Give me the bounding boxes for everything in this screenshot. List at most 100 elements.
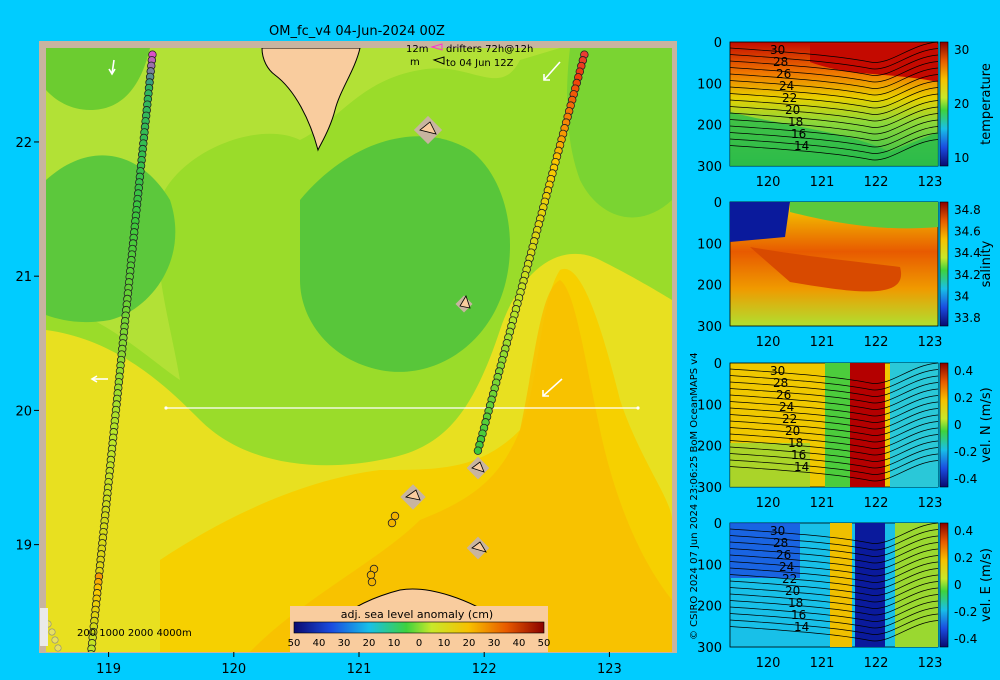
drifter-point	[87, 656, 95, 664]
colorbar-tick: -0.2	[954, 605, 977, 619]
contour-label: 28	[773, 55, 788, 69]
panel-x-tick: 120	[756, 335, 781, 350]
panel-x-tick: 120	[756, 175, 781, 190]
colorbar-tick: 10	[954, 151, 969, 165]
contour-lines	[729, 522, 939, 642]
colorbar-tick: 34.6	[954, 225, 981, 239]
panel-x-tick: 121	[810, 335, 835, 350]
colorbar-tick: 30	[488, 638, 501, 649]
drifter-legend: 12m drifters 72h@12h m to 04 Jun 12Z	[406, 43, 533, 69]
panel-y-tick: 0	[714, 517, 722, 532]
map-x-tick: 120	[221, 662, 246, 677]
map-x-tick: 123	[597, 662, 622, 677]
colorbar-tick: 34.8	[954, 203, 981, 217]
panel-x-tick: 122	[864, 175, 889, 190]
sea-level-field	[46, 48, 672, 670]
panel-x-tick: 121	[810, 656, 835, 671]
panel-x-tick: 123	[918, 175, 943, 190]
panel-y-tick: 300	[697, 481, 722, 496]
panel-ylabel: vel. E (m/s)	[979, 548, 994, 622]
colorbar-tick: 30	[954, 43, 969, 57]
colorbar-tick: 20	[363, 638, 376, 649]
contour-label: 22	[782, 572, 797, 586]
colorbar-tick: -0.2	[954, 445, 977, 459]
panel-colorbar	[939, 362, 949, 488]
depth-legend-text: 200 1000 2000 4000m	[77, 628, 192, 639]
contour-label: 18	[788, 596, 803, 610]
drifter-point	[86, 662, 94, 670]
drifter-point	[48, 628, 56, 636]
colorbar-tick: 40	[313, 638, 326, 649]
contour-lines	[729, 362, 939, 482]
panel-colorbar	[939, 201, 949, 327]
contour-label: 24	[779, 560, 794, 574]
legend-until: to 04 Jun 12Z	[446, 58, 514, 69]
panel-ylabel: vel. N (m/s)	[979, 387, 994, 462]
colorbar-tick: 0	[416, 638, 422, 649]
sea-level-colorbar: adj. sea level anomaly (cm) 50 40 30 20 10 0 1…	[288, 606, 550, 652]
colorbar-tick: 10	[388, 638, 401, 649]
panel-y-tick: 200	[697, 279, 722, 294]
panel-colorbar	[939, 41, 949, 167]
colorbar-tick: 0.2	[954, 551, 973, 565]
drifter-point	[387, 518, 397, 528]
map-y-tick: 20	[15, 404, 32, 419]
panel-y-tick: 0	[714, 36, 722, 51]
contour-label: 24	[779, 79, 794, 93]
drifter-point	[54, 644, 62, 652]
colorbar-tick: 0	[954, 418, 962, 432]
panel-x-tick: 122	[864, 335, 889, 350]
drifter-point	[366, 570, 376, 580]
panel-x-tick: 120	[756, 496, 781, 511]
panel-ylabel: salinity	[979, 240, 994, 287]
panel-y-tick: 300	[697, 320, 722, 335]
panel-y-tick: 0	[714, 357, 722, 372]
contour-label: 20	[785, 424, 800, 438]
panel-y-tick: 300	[697, 641, 722, 656]
contour-label: 22	[782, 91, 797, 105]
map-x-tick: 122	[472, 662, 497, 677]
panel-y-tick: 0	[714, 196, 722, 211]
contour-label: 20	[785, 103, 800, 117]
contour-label: 16	[791, 127, 806, 141]
contour-label: 28	[773, 376, 788, 390]
colorbar-tick: 0.2	[954, 391, 973, 405]
colorbar-tick: -0.4	[954, 472, 977, 486]
contour-label: 16	[791, 608, 806, 622]
contour-label: 18	[788, 436, 803, 450]
contour-label: 14	[794, 139, 809, 153]
contour-label: 30	[770, 364, 785, 378]
map-y-tick: 21	[15, 270, 32, 285]
map-x-tick: 119	[96, 662, 121, 677]
colorbar-tick: 33.8	[954, 311, 981, 325]
panel-x-tick: 121	[810, 175, 835, 190]
map-y-tick: 19	[15, 539, 32, 554]
map-x-tick: 121	[347, 662, 372, 677]
legend-drifters: drifters 72h@12h	[446, 44, 533, 55]
map-panel: OM_fc_v4 04-Jun-2024 00Z	[15, 24, 677, 677]
panel-y-tick: 300	[697, 160, 722, 175]
contour-label: 22	[782, 412, 797, 426]
contour-label: 14	[794, 460, 809, 474]
drifter-tracks	[46, 50, 589, 670]
contour-label: 16	[791, 448, 806, 462]
colorbar-tick: 34.2	[954, 268, 981, 282]
contour-label: 18	[788, 115, 803, 129]
colorbar-tick: 20	[463, 638, 476, 649]
drifter-point	[87, 644, 96, 652]
colorbar-tick: 10	[438, 638, 451, 649]
current-arrows	[90, 59, 563, 397]
colorbar-tick: -0.4	[954, 632, 977, 646]
panel-y-tick: 200	[697, 119, 722, 134]
panel-y-tick: 100	[697, 77, 722, 92]
contour-label: 24	[779, 400, 794, 414]
contour-label: 26	[776, 548, 791, 562]
panel-ylabel: temperature	[979, 63, 994, 145]
panel-x-tick: 121	[810, 496, 835, 511]
panel-salinity: 34.8 34.6 34.4 34.2 34 33.8 0 100 200 300 120 121 12…	[697, 196, 994, 350]
panel-colorbar	[939, 522, 949, 648]
panel-x-tick: 120	[756, 656, 781, 671]
colorbar-tick: 0.4	[954, 524, 973, 538]
